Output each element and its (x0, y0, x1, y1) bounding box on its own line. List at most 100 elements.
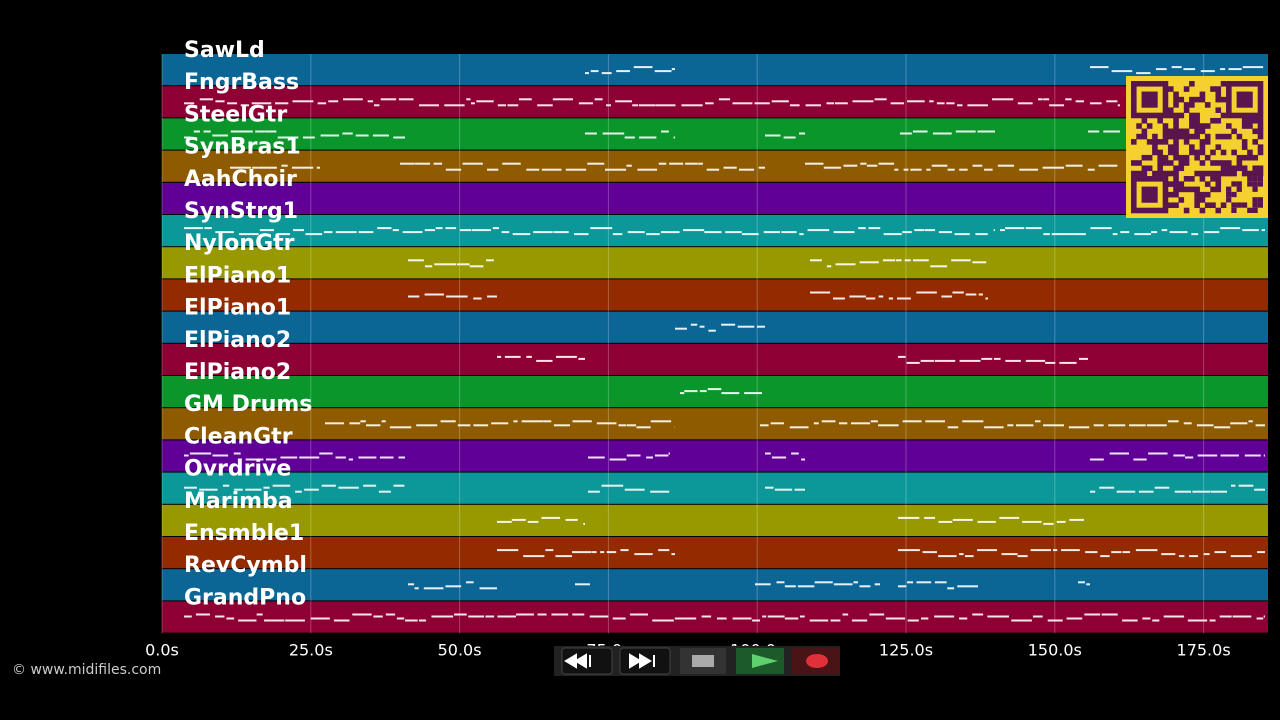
note (922, 551, 937, 554)
qr-module (1136, 207, 1142, 214)
note (938, 555, 957, 558)
note (1084, 613, 1101, 616)
note (1196, 424, 1214, 427)
qr-module (1199, 176, 1206, 182)
qr-module (1226, 191, 1232, 198)
qr-module (1183, 133, 1190, 140)
note (585, 72, 590, 75)
note (883, 233, 902, 236)
note (1200, 70, 1215, 73)
qr-module (1173, 154, 1179, 161)
note (906, 361, 920, 364)
qr-module (1252, 197, 1258, 203)
note (1138, 490, 1154, 493)
qr-module (1257, 123, 1264, 129)
note (572, 551, 592, 554)
note (424, 265, 433, 268)
note (655, 104, 676, 107)
note (984, 426, 1004, 429)
note (393, 484, 405, 487)
note (342, 132, 353, 135)
note (446, 295, 468, 298)
note (859, 261, 879, 264)
qr-module (1189, 133, 1195, 140)
note (310, 617, 330, 620)
qr-module (1141, 102, 1148, 108)
note (1261, 229, 1265, 232)
note (537, 613, 547, 616)
note (476, 100, 494, 103)
track-labels: SawLd FngrBass SteelGtr SynBras1 AahChoir Syn… (184, 38, 312, 610)
qr-module (1157, 170, 1163, 177)
qr-module (1257, 117, 1264, 124)
note (832, 297, 845, 300)
qr-module (1157, 207, 1163, 214)
note (305, 233, 323, 236)
qr-module (1131, 102, 1137, 108)
note (466, 581, 474, 584)
note (587, 162, 605, 165)
track-row (162, 247, 1268, 279)
note (739, 168, 755, 171)
qr-module (1183, 102, 1190, 108)
qr-module (1215, 117, 1222, 124)
qr-module (1194, 128, 1200, 135)
note (912, 130, 928, 133)
note (1117, 104, 1120, 107)
qr-module (1183, 207, 1190, 214)
note (903, 168, 909, 171)
qr-module (1226, 133, 1232, 140)
qr-module (1131, 170, 1137, 177)
qr-module (1252, 181, 1258, 187)
qr-module (1183, 186, 1190, 193)
note (810, 291, 831, 294)
note (698, 162, 703, 165)
qr-module (1131, 181, 1137, 187)
qr-module (1247, 117, 1253, 124)
qr-module (1167, 133, 1174, 140)
track-label: ElPiano1 (184, 263, 291, 288)
qr-module (1157, 160, 1163, 166)
qr-module (1136, 133, 1142, 140)
note (984, 168, 993, 171)
note (408, 259, 424, 262)
note (638, 104, 656, 107)
note (929, 100, 934, 103)
qr-module (1157, 117, 1163, 124)
note (874, 583, 880, 586)
qr-module (1241, 112, 1248, 119)
qr-module (1162, 154, 1169, 161)
note (366, 424, 381, 427)
track-row (162, 118, 1268, 150)
qr-module (1220, 160, 1227, 166)
note (189, 452, 212, 455)
note (184, 136, 191, 139)
qr-module (1199, 160, 1206, 166)
qr-module (1247, 149, 1253, 156)
note (752, 619, 761, 622)
note (1209, 619, 1216, 622)
note (1043, 233, 1050, 236)
track-label: ElPiano2 (184, 328, 291, 353)
note (807, 229, 830, 232)
qr-module (1189, 96, 1195, 103)
qr-module (1131, 86, 1137, 92)
note (797, 585, 815, 588)
qr-module (1194, 123, 1200, 129)
qr-module (1252, 170, 1259, 177)
track-label: SynBras1 (184, 135, 301, 160)
note (435, 227, 443, 230)
note (590, 70, 599, 73)
qr-module (1167, 160, 1174, 166)
qr-module (1146, 186, 1153, 193)
qr-module (1204, 154, 1211, 161)
note (325, 422, 345, 425)
note (258, 166, 277, 169)
qr-module (1131, 81, 1137, 87)
note (1151, 231, 1158, 234)
qr-module (1210, 170, 1216, 177)
note (552, 98, 574, 101)
qr-module (1247, 112, 1253, 119)
qr-module (1210, 149, 1216, 156)
